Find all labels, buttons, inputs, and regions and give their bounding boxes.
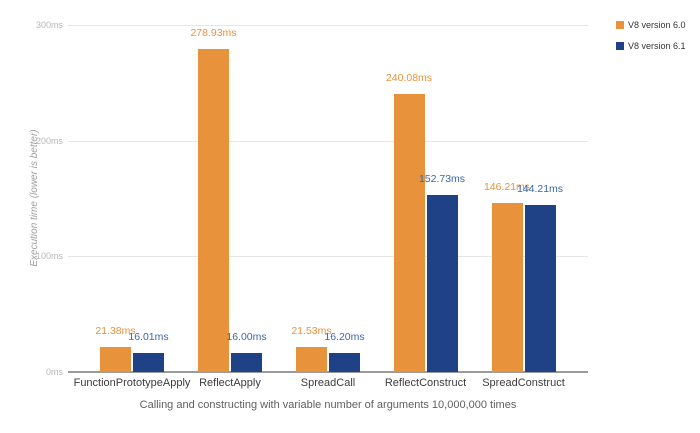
bar-value-label: 16.01ms [128,331,169,344]
x-axis-caption: Calling and constructing with variable n… [139,399,517,411]
legend-swatch-v8-6.0-icon [616,20,624,29]
bar-value-label: 278.93ms [190,27,237,40]
bar-value-label: 144.21ms [516,183,564,196]
bar-FunctionPrototypeApply-V8-version-6.1[interactable] [133,353,164,372]
legend: V8 version 6.0 V8 version 6.1 [616,18,686,60]
legend-item-v8-6.0[interactable]: V8 version 6.0 [616,18,686,31]
gridline [68,256,588,258]
legend-swatch-v8-6.1-icon [616,41,624,50]
x-axis-line [68,371,588,373]
bar-SpreadConstruct-V8-version-6.0[interactable] [491,202,523,372]
y-tick-label: 300ms [35,20,63,30]
x-category-label: ReflectConstruct [384,377,467,389]
legend-label: V8 version 6.1 [628,40,686,51]
gridline [68,25,588,26]
y-tick-label: 100ms [35,251,63,262]
bar-value-label: 21.38ms [95,325,136,338]
bar-ReflectApply-V8-version-6.0[interactable] [198,49,229,372]
x-category-label: ReflectApply [199,377,261,389]
bar-value-label: 21.53ms [291,325,332,338]
bar-value-label: 16.00ms [226,331,267,344]
bar-SpreadCall-V8-version-6.0[interactable] [296,347,327,372]
gridline [68,140,588,142]
bar-ReflectConstruct-V8-version-6.0[interactable] [393,94,425,372]
x-category-label: SpreadConstruct [482,377,565,389]
y-tick-label: 0ms [45,367,63,377]
bar-value-label: 152.73ms [418,173,466,186]
y-axis-title: Execution time (lower is better) [29,129,40,267]
bar-SpreadConstruct-V8-version-6.1[interactable] [524,205,556,372]
bar-value-label: 146.21ms [483,180,531,193]
bar-value-label: 16.20ms [324,331,365,344]
bar-ReflectConstruct-V8-version-6.1[interactable] [426,195,458,372]
legend-item-v8-6.1[interactable]: V8 version 6.1 [616,39,686,52]
x-category-label: SpreadCall [300,377,356,389]
y-tick-label: 200ms [35,135,63,146]
x-category-label: FunctionPrototypeApply [73,377,191,389]
bar-FunctionPrototypeApply-V8-version-6.0[interactable] [100,347,131,372]
bar-ReflectApply-V8-version-6.1[interactable] [231,353,262,372]
bar-value-label: 240.08ms [385,72,433,85]
legend-label: V8 version 6.0 [628,19,686,30]
bar-SpreadCall-V8-version-6.1[interactable] [329,353,360,372]
